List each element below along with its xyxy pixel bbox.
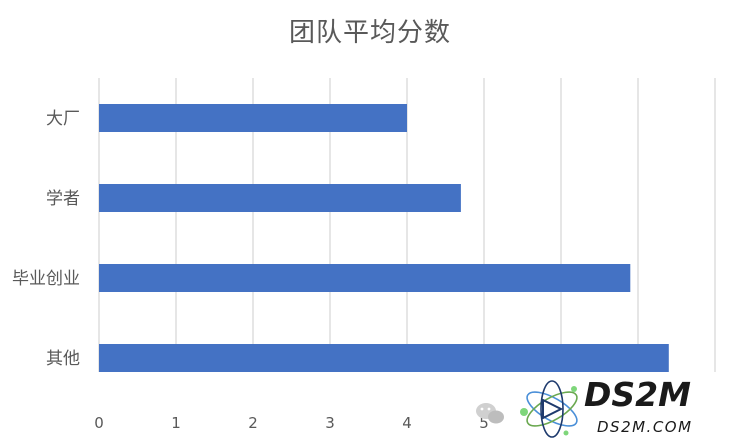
category-label: 其他 (46, 349, 80, 369)
bar (99, 264, 631, 292)
x-tick-label: 2 (248, 414, 258, 432)
category-label: 毕业创业 (12, 269, 80, 289)
x-tick-labels: 0 1 2 3 4 5 (94, 414, 489, 432)
x-tick-label: 3 (325, 414, 335, 432)
atom-logo-icon (520, 380, 578, 438)
x-tick-label: 1 (171, 414, 181, 432)
bar (99, 184, 461, 212)
bar (99, 344, 669, 372)
x-tick-label: 4 (402, 414, 412, 432)
chart-title: 团队平均分数 (288, 18, 451, 48)
watermark-url: DS2M.COM (597, 418, 693, 436)
bars (99, 104, 669, 372)
x-tick-label: 5 (479, 414, 489, 432)
category-label: 大厂 (46, 109, 80, 129)
category-label: 学者 (46, 189, 80, 209)
watermark-brand: DS2M (584, 375, 691, 414)
wechat-icon (476, 403, 504, 424)
x-tick-label: 0 (94, 414, 104, 432)
bar (99, 104, 407, 132)
watermark-logo: DS2M DS2M.COM (476, 375, 693, 438)
